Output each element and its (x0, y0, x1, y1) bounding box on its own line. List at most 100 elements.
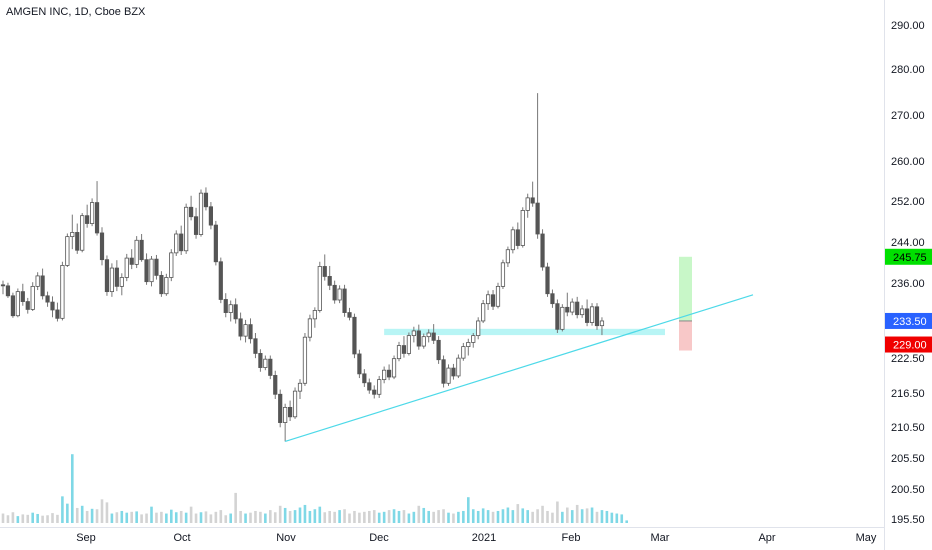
volume-bar (506, 507, 510, 523)
candle-down (253, 338, 258, 354)
candle-up (149, 258, 154, 283)
candle-down (585, 308, 590, 323)
candle-down (20, 291, 25, 302)
candle-down (144, 259, 149, 283)
volume-bar (437, 510, 440, 523)
volume-bar (100, 499, 104, 523)
ascending-trendline[interactable] (284, 294, 754, 443)
time-tick-label: Mar (651, 532, 670, 544)
candle-down (139, 239, 144, 261)
candle-down (273, 375, 278, 395)
candle-down (94, 202, 100, 234)
volume-bar (457, 511, 460, 523)
candle-down (223, 299, 228, 313)
candle-up (396, 345, 402, 360)
volume-bar (491, 511, 495, 523)
price-tick-label: 216.50 (891, 388, 925, 400)
volume-bar (595, 511, 599, 523)
time-axis[interactable]: Sep Oct Nov Dec 2021 Feb Mar Apr May (76, 532, 877, 544)
price-tick-label: 200.50 (891, 484, 925, 496)
volume-bar (120, 510, 124, 523)
candle-up (580, 308, 585, 316)
candle-up (481, 303, 486, 322)
volume-bar (249, 512, 252, 523)
volume-bar (170, 509, 173, 523)
volume-bar (46, 515, 49, 523)
candle-up (456, 357, 461, 377)
volume-bar (531, 511, 534, 523)
price-tick-label: 236.00 (891, 278, 925, 290)
volume-bar (130, 511, 133, 523)
volume-bar (244, 513, 247, 523)
candle-up (411, 330, 416, 337)
candle-down (416, 330, 421, 347)
candle-down (258, 353, 263, 368)
volume-bar (387, 510, 391, 523)
candle-down (431, 332, 436, 341)
candle-up (426, 332, 431, 338)
candle-down (342, 288, 347, 313)
volume-bar (333, 511, 336, 523)
volume-bar (21, 514, 25, 523)
price-tick-label: 280.00 (891, 64, 925, 76)
volume-bar (189, 506, 193, 523)
price-tick-label: 205.50 (891, 453, 925, 465)
volume-bar (313, 509, 317, 523)
candle-down (322, 266, 327, 277)
volume-bar (219, 510, 223, 523)
price-tick-label: 195.50 (891, 514, 925, 526)
candle-up (560, 306, 565, 330)
volume-bar (288, 510, 292, 523)
price-tick-label: 210.50 (891, 422, 925, 434)
candle-up (446, 367, 451, 384)
candle-up (263, 358, 268, 368)
annotations-front[interactable] (284, 294, 754, 443)
price-badge-label: 229.00 (893, 340, 927, 352)
price-tick-label: 222.50 (891, 353, 925, 365)
candle-down (154, 258, 159, 276)
price-axis[interactable]: 290.00 280.00 270.00 260.00 252.00 244.00 236.… (891, 20, 925, 526)
volume-bar (600, 510, 604, 523)
volume-bar (570, 510, 574, 523)
candle-down (401, 345, 407, 354)
volume-bar (184, 512, 188, 523)
candle-up (466, 342, 471, 348)
volume-bar (338, 510, 341, 523)
price-tick-label: 290.00 (891, 20, 925, 32)
volume-bar (328, 510, 331, 523)
candle-down (188, 206, 194, 218)
volume-bar (11, 512, 15, 523)
candle-up (302, 336, 308, 384)
price-badge-label: 233.50 (893, 316, 927, 328)
time-tick-label: Oct (173, 532, 190, 544)
volume-bar (566, 507, 569, 523)
volume-bar (610, 512, 614, 523)
volume-bar (501, 509, 505, 523)
candle-up (30, 285, 35, 310)
candle-down (327, 276, 332, 286)
candle-down (238, 318, 243, 337)
candle-up (184, 206, 189, 252)
candle-up (500, 262, 506, 287)
price-tick-label: 270.00 (891, 110, 925, 122)
volume-bar (496, 510, 500, 523)
candle-up (243, 324, 248, 337)
volume-bar (105, 502, 109, 523)
candle-down (550, 293, 555, 305)
volume-bar (194, 513, 198, 523)
volume-bar (1, 513, 5, 523)
time-tick-label: Nov (276, 532, 296, 544)
candle-down (357, 353, 362, 375)
price-badge (885, 336, 932, 353)
volume-bar (160, 511, 163, 523)
volume-bar (273, 512, 277, 523)
volume-bar (407, 513, 411, 523)
volume-bar (353, 510, 356, 523)
candle-up (337, 288, 342, 301)
candle-up (169, 252, 174, 278)
candle-up (391, 358, 397, 378)
candle-down (179, 233, 184, 252)
volume-bar (259, 511, 262, 523)
volume-bar (150, 506, 153, 523)
